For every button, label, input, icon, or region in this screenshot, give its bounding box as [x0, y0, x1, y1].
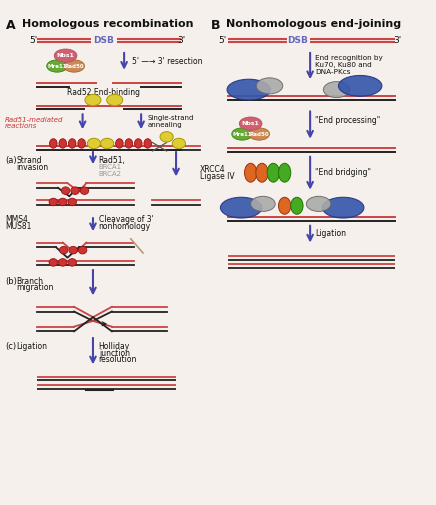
Ellipse shape: [279, 163, 291, 182]
Ellipse shape: [87, 138, 101, 148]
Ellipse shape: [58, 198, 67, 206]
Text: Homologous recombination: Homologous recombination: [22, 19, 194, 29]
Text: Rad51,: Rad51,: [99, 156, 126, 165]
Ellipse shape: [49, 198, 58, 206]
Ellipse shape: [78, 246, 87, 254]
Text: Rad50: Rad50: [64, 64, 84, 69]
Text: DSB: DSB: [287, 36, 308, 45]
Ellipse shape: [68, 139, 76, 148]
Text: 5' —→ 3' resection: 5' —→ 3' resection: [132, 57, 202, 66]
Text: Rad51-mediated: Rad51-mediated: [5, 117, 64, 123]
Text: B: B: [211, 19, 221, 32]
Ellipse shape: [54, 49, 77, 62]
Ellipse shape: [68, 259, 76, 266]
Text: A: A: [6, 19, 16, 32]
Ellipse shape: [80, 187, 89, 194]
Ellipse shape: [59, 139, 67, 148]
Text: Ligation: Ligation: [315, 229, 346, 238]
Text: Ligase IV: Ligase IV: [200, 172, 234, 181]
Ellipse shape: [251, 196, 275, 212]
Text: resolution: resolution: [99, 355, 137, 364]
Text: invasion: invasion: [17, 163, 49, 172]
Text: DSB: DSB: [93, 36, 114, 45]
Text: (c): (c): [5, 342, 16, 351]
Ellipse shape: [101, 138, 114, 148]
Ellipse shape: [160, 132, 173, 142]
Text: Strand: Strand: [17, 156, 42, 165]
Ellipse shape: [49, 259, 58, 266]
Ellipse shape: [64, 60, 85, 72]
Ellipse shape: [239, 117, 262, 130]
Text: (a): (a): [5, 156, 17, 165]
Ellipse shape: [249, 128, 269, 140]
Text: MMS4: MMS4: [5, 216, 28, 224]
Text: Branch: Branch: [17, 277, 44, 286]
Text: 3': 3': [177, 36, 185, 45]
Ellipse shape: [267, 163, 279, 182]
Text: junction: junction: [99, 348, 129, 358]
Ellipse shape: [58, 259, 67, 266]
Text: MUS81: MUS81: [5, 222, 31, 231]
Text: DNA-PKcs: DNA-PKcs: [315, 69, 351, 75]
Ellipse shape: [322, 197, 364, 218]
Text: Nbs1: Nbs1: [242, 121, 259, 126]
Text: reactions: reactions: [5, 123, 37, 129]
Text: Rad52 End-binding: Rad52 End-binding: [67, 88, 140, 97]
Text: Mre11: Mre11: [232, 131, 252, 136]
Ellipse shape: [135, 139, 142, 148]
Text: 5': 5': [30, 36, 38, 45]
Text: migration: migration: [17, 283, 54, 292]
Ellipse shape: [338, 75, 382, 96]
Ellipse shape: [279, 197, 291, 214]
Text: Holliday: Holliday: [99, 342, 130, 351]
Ellipse shape: [144, 139, 151, 148]
Text: XRCC4: XRCC4: [200, 165, 225, 174]
Ellipse shape: [227, 79, 270, 100]
Ellipse shape: [256, 163, 268, 182]
Ellipse shape: [172, 138, 185, 148]
Ellipse shape: [107, 94, 123, 106]
Text: Nonhomologous end-joining: Nonhomologous end-joining: [226, 19, 401, 29]
Ellipse shape: [85, 94, 101, 106]
Ellipse shape: [116, 139, 123, 148]
Ellipse shape: [78, 139, 85, 148]
Ellipse shape: [69, 246, 78, 254]
Text: nonhomology: nonhomology: [99, 222, 151, 231]
Ellipse shape: [59, 246, 68, 254]
Text: 3': 3': [393, 36, 402, 45]
Ellipse shape: [47, 60, 68, 72]
Text: "End bridging": "End bridging": [315, 168, 371, 177]
Text: Rad50: Rad50: [249, 131, 269, 136]
Ellipse shape: [307, 196, 331, 212]
Ellipse shape: [245, 163, 257, 182]
Text: Mre11: Mre11: [48, 64, 67, 69]
Text: BRCA2: BRCA2: [99, 171, 122, 177]
Text: Nbs1: Nbs1: [57, 53, 75, 58]
Text: BRCA1: BRCA1: [99, 164, 122, 170]
Ellipse shape: [50, 139, 57, 148]
Ellipse shape: [71, 187, 79, 194]
Ellipse shape: [291, 197, 303, 214]
Ellipse shape: [324, 82, 350, 97]
Text: Single-strand: Single-strand: [148, 115, 194, 121]
Ellipse shape: [232, 128, 252, 140]
Text: (b): (b): [5, 277, 17, 286]
Text: Cleavage of 3': Cleavage of 3': [99, 216, 153, 224]
Text: "End processing": "End processing": [315, 116, 380, 125]
Text: Ligation: Ligation: [17, 342, 48, 351]
Ellipse shape: [125, 139, 133, 148]
Text: Ku70, Ku80 and: Ku70, Ku80 and: [315, 62, 371, 68]
Text: 5': 5': [218, 36, 227, 45]
Ellipse shape: [68, 198, 76, 206]
Text: End recognition by: End recognition by: [315, 56, 383, 62]
Ellipse shape: [221, 197, 262, 218]
Text: annealing: annealing: [148, 122, 182, 128]
Ellipse shape: [61, 187, 70, 194]
Ellipse shape: [256, 78, 283, 94]
